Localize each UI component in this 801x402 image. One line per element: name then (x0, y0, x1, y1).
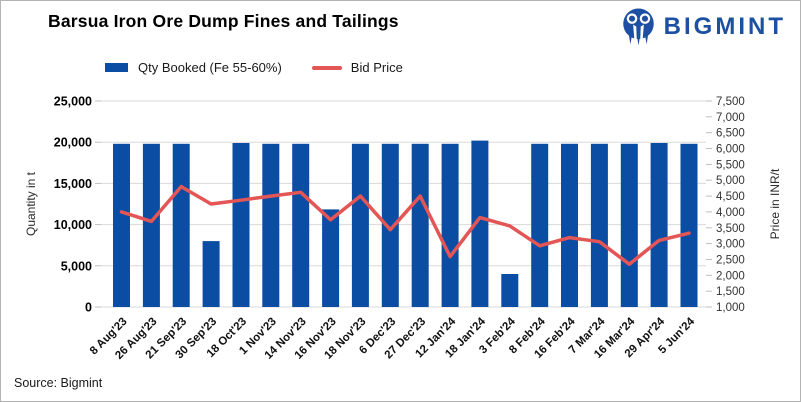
qty-booked-bar (202, 241, 220, 307)
chart-title: Barsua Iron Ore Dump Fines and Tailings (48, 11, 399, 31)
qty-booked-bar (142, 143, 160, 307)
qty-booked-legend-swatch (105, 63, 128, 72)
qty-booked-bar (381, 143, 399, 307)
bid-price-legend-label: Bid Price (350, 60, 403, 75)
right-axis-tick-label: 2,000 (716, 270, 745, 282)
right-axis-tick-label: 3,500 (716, 223, 745, 235)
right-axis-tick-label: 6,000 (716, 144, 745, 156)
right-axis-tick-label: 5,000 (716, 175, 745, 187)
qty-booked-bar (113, 143, 130, 307)
qty-booked-bar (411, 143, 429, 307)
qty-booked-bar (531, 143, 549, 307)
qty-booked-bar (471, 140, 489, 307)
left-axis-title: Quantity in t (24, 171, 38, 237)
qty-booked-legend-label: Qty Booked (Fe 55-60%) (138, 60, 282, 75)
right-axis-tick-label: 3,000 (716, 239, 745, 251)
qty-booked-bar (650, 143, 668, 307)
left-axis-tick-label: 0 (85, 301, 92, 315)
qty-booked-bar (292, 143, 310, 307)
left-axis-tick-label: 20,000 (54, 136, 92, 150)
qty-booked-bar (590, 143, 608, 307)
qty-booked-bar (262, 143, 280, 307)
right-axis-tick-label: 5,500 (716, 159, 745, 171)
source-note: Source: Bigmint (14, 376, 103, 390)
right-axis-tick-label: 4,000 (716, 207, 745, 219)
right-axis-tick-label: 7,500 (716, 96, 745, 108)
bid-price-line (119, 184, 691, 266)
right-axis-tick-label: 1,500 (716, 286, 745, 298)
bigmint-logo-icon (620, 7, 657, 46)
qty-booked-bar (322, 209, 340, 307)
right-axis-title: Price in INR/t (768, 168, 782, 240)
qty-booked-bar (441, 143, 459, 307)
chart-legend: Qty Booked (Fe 55-60%) Bid Price (105, 60, 403, 75)
left-axis-tick-label: 5,000 (61, 259, 92, 273)
right-axis-tick-label: 1,000 (716, 302, 745, 314)
left-axis-tick-label: 15,000 (54, 177, 92, 191)
qty-booked-bar (172, 143, 190, 307)
qty-booked-bar (232, 143, 250, 307)
qty-booked-bar (620, 143, 638, 307)
right-axis-tick-label: 6,500 (716, 128, 745, 140)
right-axis-tick-label: 7,000 (716, 112, 745, 124)
qty-booked-bar (561, 143, 578, 307)
left-axis-tick-label: 25,000 (54, 95, 92, 109)
bigmint-logo: BIGMINT (620, 7, 786, 46)
left-axis-tick-label: 10,000 (54, 218, 92, 232)
bigmint-logo-text: BIGMINT (663, 12, 786, 40)
right-axis-tick-label: 4,500 (716, 191, 745, 203)
qty-booked-bar (680, 143, 698, 307)
right-axis-tick-label: 2,500 (716, 255, 745, 267)
qty-booked-bar (501, 274, 519, 307)
qty-booked-bar (351, 143, 369, 307)
bid-price-legend-swatch (311, 65, 342, 70)
